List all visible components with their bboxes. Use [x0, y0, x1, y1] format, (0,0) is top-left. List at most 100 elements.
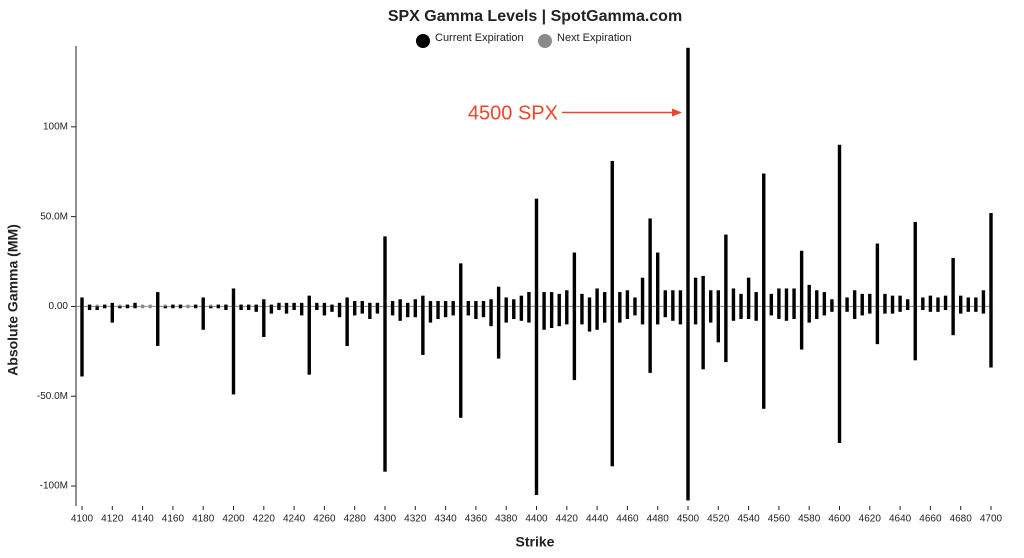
bar: [118, 306, 122, 309]
bar: [678, 306, 683, 325]
bar: [565, 306, 569, 325]
bar: [421, 295, 425, 307]
bar: [368, 306, 372, 320]
bar: [224, 306, 228, 311]
bar: [534, 306, 539, 496]
bar: [519, 306, 524, 321]
bar: [580, 293, 584, 307]
bar: [739, 293, 743, 307]
x-tick-label: 4320: [404, 514, 427, 525]
bar: [178, 304, 183, 307]
bar: [913, 306, 917, 361]
bar: [739, 306, 743, 320]
bar: [625, 290, 630, 307]
bar: [459, 306, 463, 418]
bar: [110, 302, 114, 307]
bar: [981, 290, 986, 307]
bar: [815, 290, 819, 307]
bar: [845, 297, 849, 307]
bar: [284, 306, 289, 314]
bar: [905, 299, 910, 307]
bar: [246, 306, 251, 311]
bar: [193, 306, 198, 309]
bar: [610, 160, 614, 307]
bar: [254, 304, 258, 307]
bar: [921, 306, 925, 311]
bar: [156, 306, 160, 346]
bar: [239, 304, 243, 307]
bar: [989, 306, 993, 368]
x-tick-label: 4500: [677, 514, 700, 525]
bar: [981, 306, 986, 314]
bar: [330, 306, 334, 312]
x-tick-label: 4140: [131, 514, 154, 525]
bar: [784, 306, 789, 321]
bar: [792, 306, 796, 320]
bar: [489, 306, 493, 327]
bar: [353, 306, 357, 316]
x-tick-label: 4260: [313, 514, 336, 525]
x-tick-label: 4100: [71, 514, 94, 525]
bar: [254, 306, 258, 312]
x-tick-label: 4640: [889, 514, 912, 525]
bar: [656, 306, 660, 325]
bar: [284, 302, 289, 307]
x-tick-label: 4540: [737, 514, 760, 525]
x-tick-label: 4280: [344, 514, 367, 525]
bar: [171, 304, 175, 307]
bar: [383, 236, 387, 307]
bar: [625, 306, 630, 320]
bar: [549, 306, 554, 328]
bar: [156, 292, 160, 307]
bar: [959, 295, 963, 307]
bar: [792, 288, 796, 307]
bar: [807, 284, 811, 307]
bar: [746, 277, 751, 307]
bar: [360, 301, 364, 307]
bar: [375, 306, 380, 314]
bar: [224, 304, 228, 307]
bar: [307, 295, 311, 307]
bar: [724, 306, 728, 363]
x-tick-label: 4580: [798, 514, 821, 525]
bar: [890, 295, 895, 307]
bar: [860, 306, 864, 316]
bar: [148, 304, 152, 307]
bar: [542, 306, 546, 330]
bar: [428, 301, 433, 307]
bar: [406, 306, 410, 318]
bar: [504, 306, 508, 323]
bar: [633, 297, 637, 307]
bar: [656, 252, 660, 307]
bar: [231, 288, 236, 307]
bar: [663, 290, 667, 307]
bar: [648, 218, 652, 307]
bar: [209, 304, 213, 307]
bar: [966, 297, 970, 307]
bar: [777, 306, 781, 320]
bar: [898, 306, 902, 312]
bar: [269, 306, 274, 314]
bar: [905, 306, 910, 311]
bar: [178, 306, 183, 309]
bar: [648, 306, 652, 373]
bar: [360, 306, 364, 314]
bar: [406, 302, 410, 307]
bar: [262, 299, 266, 307]
bar: [921, 297, 925, 307]
bar: [572, 306, 577, 381]
bar: [807, 306, 811, 323]
bar: [784, 288, 789, 307]
bar: [852, 290, 857, 307]
bar: [216, 306, 221, 309]
bar: [762, 173, 766, 307]
bar: [496, 306, 501, 359]
bar: [618, 292, 622, 307]
bar: [731, 288, 736, 307]
bar: [345, 306, 349, 346]
bar: [87, 304, 92, 307]
bar: [383, 306, 387, 472]
bar: [299, 306, 304, 316]
legend-marker: [538, 34, 552, 48]
